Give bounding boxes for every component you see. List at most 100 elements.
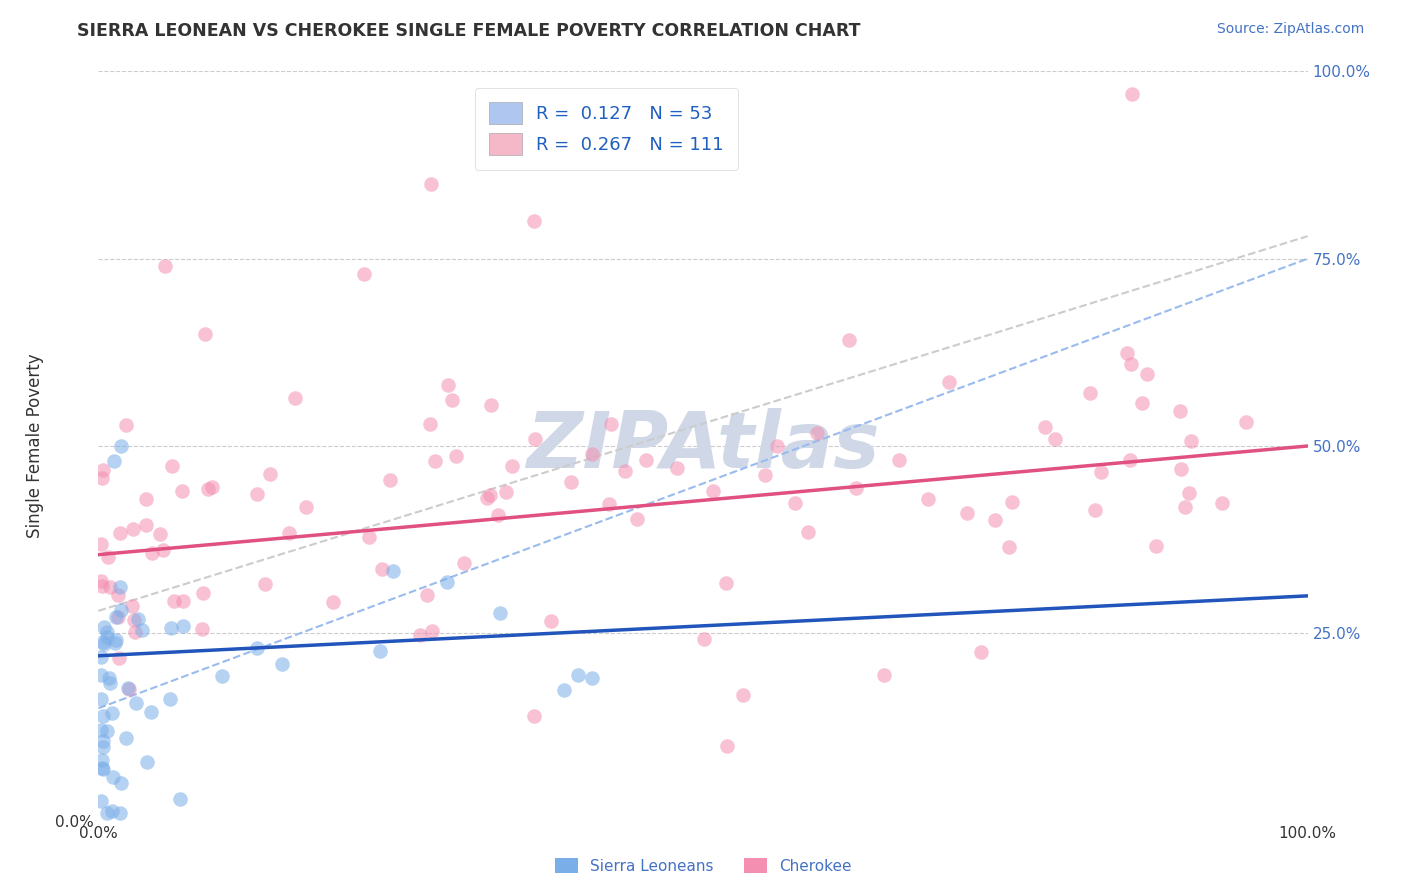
Point xyxy=(523,214,546,228)
Point xyxy=(124,696,146,710)
Point xyxy=(838,334,860,348)
Point xyxy=(117,681,139,695)
Point xyxy=(693,632,716,646)
Point xyxy=(1121,358,1143,372)
Point xyxy=(889,453,911,467)
Point xyxy=(702,484,724,499)
Point xyxy=(938,375,960,389)
Point xyxy=(581,447,603,461)
Point xyxy=(381,564,404,578)
Point xyxy=(101,706,124,720)
Point xyxy=(495,485,517,500)
Point xyxy=(98,580,121,594)
Point xyxy=(420,177,443,191)
Point xyxy=(110,776,132,790)
Point xyxy=(91,733,114,747)
Point xyxy=(553,682,575,697)
Point xyxy=(110,439,132,453)
Point xyxy=(90,794,112,808)
Point xyxy=(1180,434,1202,448)
Point xyxy=(194,326,217,341)
Point xyxy=(486,508,509,523)
Point xyxy=(124,625,146,640)
Point xyxy=(90,537,112,551)
Point xyxy=(783,495,806,509)
Point xyxy=(1090,466,1112,480)
Point xyxy=(1144,540,1167,554)
Point xyxy=(90,753,112,767)
Point xyxy=(440,392,463,407)
Point xyxy=(479,488,502,502)
Point xyxy=(101,805,124,819)
Point xyxy=(436,377,458,392)
Point xyxy=(1211,495,1233,509)
Point xyxy=(581,671,603,685)
Point xyxy=(997,540,1019,554)
Point xyxy=(159,691,181,706)
Point xyxy=(172,619,194,633)
Point xyxy=(419,417,441,432)
Point xyxy=(108,526,131,541)
Point xyxy=(754,468,776,483)
Y-axis label: Single Female Poverty: Single Female Poverty xyxy=(25,354,44,538)
Point xyxy=(191,622,214,636)
Point xyxy=(246,641,269,656)
Point xyxy=(114,417,136,432)
Point xyxy=(371,562,394,576)
Point xyxy=(135,518,157,533)
Point xyxy=(270,657,292,672)
Point xyxy=(96,631,118,645)
Point xyxy=(479,398,502,412)
Point xyxy=(90,649,112,664)
Point xyxy=(105,609,128,624)
Point xyxy=(733,688,755,702)
Point xyxy=(97,549,120,564)
Point xyxy=(1136,367,1159,381)
Legend: Sierra Leoneans, Cherokee: Sierra Leoneans, Cherokee xyxy=(548,852,858,880)
Point xyxy=(160,621,183,635)
Point xyxy=(1178,486,1201,500)
Point xyxy=(353,267,375,281)
Point xyxy=(98,671,121,685)
Point xyxy=(665,461,688,475)
Point xyxy=(378,473,401,487)
Point xyxy=(1078,385,1101,400)
Point xyxy=(766,439,789,453)
Point xyxy=(254,577,277,591)
Point xyxy=(211,669,233,683)
Point xyxy=(131,623,153,637)
Point xyxy=(91,463,114,477)
Point xyxy=(107,610,129,624)
Point xyxy=(135,492,157,507)
Point xyxy=(153,259,176,273)
Point xyxy=(121,599,143,613)
Point xyxy=(118,681,141,696)
Point xyxy=(1084,502,1107,516)
Point xyxy=(1130,396,1153,410)
Point xyxy=(91,579,114,593)
Point xyxy=(246,487,269,501)
Point xyxy=(91,708,114,723)
Point xyxy=(368,644,391,658)
Point xyxy=(91,635,114,649)
Point xyxy=(93,620,115,634)
Point xyxy=(96,805,118,820)
Text: Source: ZipAtlas.com: Source: ZipAtlas.com xyxy=(1216,22,1364,37)
Point xyxy=(91,762,114,776)
Point xyxy=(127,612,149,626)
Point xyxy=(523,708,546,723)
Point xyxy=(122,613,145,627)
Point xyxy=(416,588,439,602)
Point xyxy=(91,739,114,754)
Point xyxy=(169,792,191,806)
Point xyxy=(634,453,657,467)
Point xyxy=(714,575,737,590)
Point xyxy=(917,491,939,506)
Point xyxy=(149,527,172,541)
Point xyxy=(560,475,582,489)
Point xyxy=(1121,87,1143,101)
Point xyxy=(540,615,562,629)
Point xyxy=(91,761,114,775)
Point xyxy=(423,454,446,468)
Point xyxy=(90,692,112,706)
